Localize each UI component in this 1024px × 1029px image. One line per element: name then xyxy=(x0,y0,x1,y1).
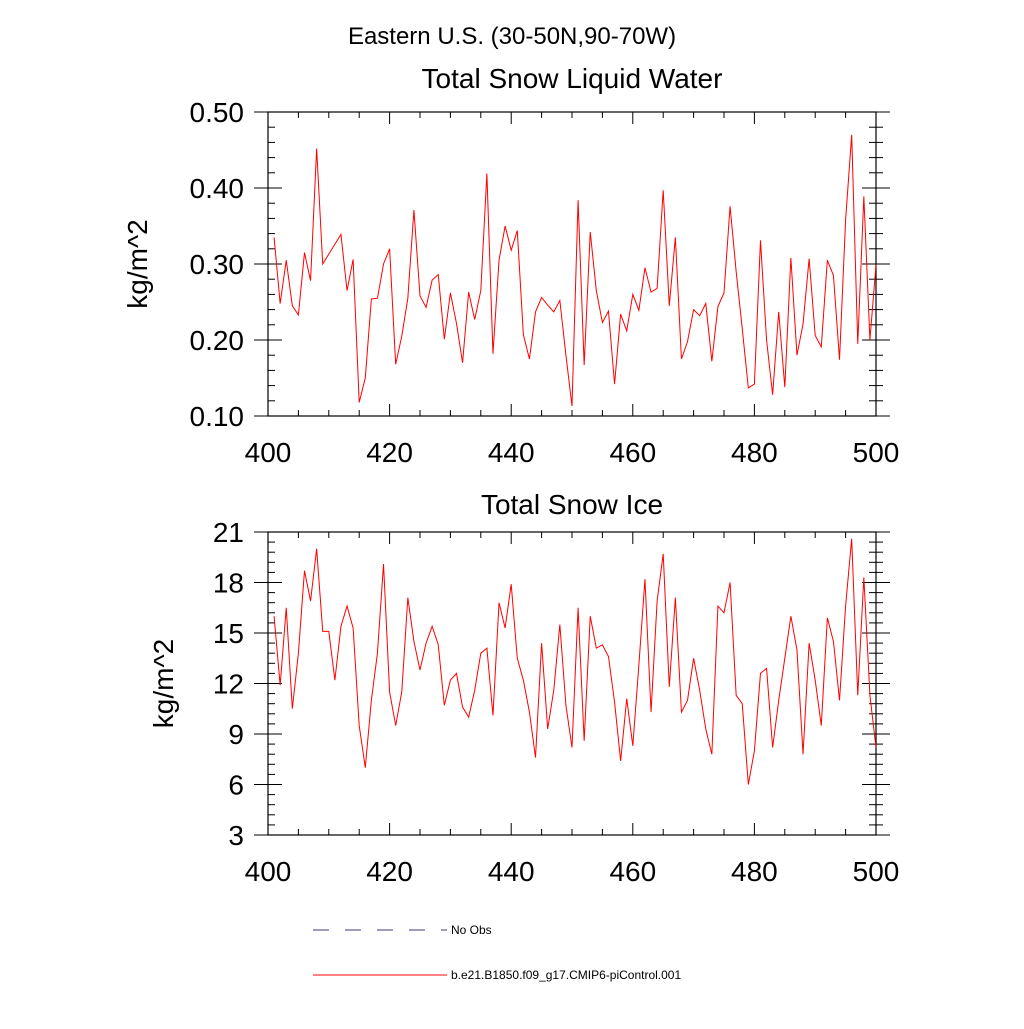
y-axis-label: kg/m^2 xyxy=(148,639,179,728)
x-tick-label: 420 xyxy=(366,437,413,468)
series-line-1 xyxy=(273,538,877,785)
y-tick-label: 12 xyxy=(213,669,244,700)
x-tick-label: 480 xyxy=(731,856,778,887)
legend: No Obs b.e21.B1850.f09_g17.CMIP6-piContr… xyxy=(313,923,681,982)
y-tick-label: 9 xyxy=(228,719,244,750)
y-tick-label: 21 xyxy=(213,517,244,548)
x-tick-label: 420 xyxy=(366,856,413,887)
chart-title: Total Snow Liquid Water xyxy=(422,63,723,94)
x-tick-label: 500 xyxy=(853,856,900,887)
legend-label-no-obs: No Obs xyxy=(451,923,492,937)
chart-title: Total Snow Ice xyxy=(481,489,663,520)
y-tick-label: 18 xyxy=(213,568,244,599)
y-tick-label: 0.40 xyxy=(190,173,245,204)
figure-title: Eastern U.S. (30-50N,90-70W) xyxy=(348,23,676,50)
y-tick-label: 0.50 xyxy=(190,97,245,128)
x-tick-label: 460 xyxy=(609,437,656,468)
x-tick-label: 440 xyxy=(488,437,535,468)
x-tick-label: 460 xyxy=(609,856,656,887)
y-tick-label: 0.20 xyxy=(190,325,245,356)
y-tick-label: 6 xyxy=(228,770,244,801)
y-tick-label: 0.30 xyxy=(190,249,245,280)
x-tick-label: 400 xyxy=(245,856,292,887)
series-line-1 xyxy=(273,134,877,407)
legend-label-model: b.e21.B1850.f09_g17.CMIP6-piControl.001 xyxy=(451,968,681,982)
x-tick-label: 500 xyxy=(853,437,900,468)
chart-panel-2: Total Snow Ice 400 420 440 460 480 500 3 6 9 12 15 1… xyxy=(148,489,899,887)
x-tick-label: 440 xyxy=(488,856,535,887)
y-tick-label: 0.10 xyxy=(190,401,245,432)
x-tick-label: 400 xyxy=(245,437,292,468)
plot-frame xyxy=(267,531,877,836)
x-tick-label: 480 xyxy=(731,437,778,468)
chart-panel-1: Total Snow Liquid Water 400 420 440 460 480 50… xyxy=(122,63,899,468)
y-tick-label: 15 xyxy=(213,618,244,649)
plot-frame xyxy=(267,111,877,417)
y-tick-label: 3 xyxy=(228,820,244,851)
y-axis-label: kg/m^2 xyxy=(122,219,153,308)
